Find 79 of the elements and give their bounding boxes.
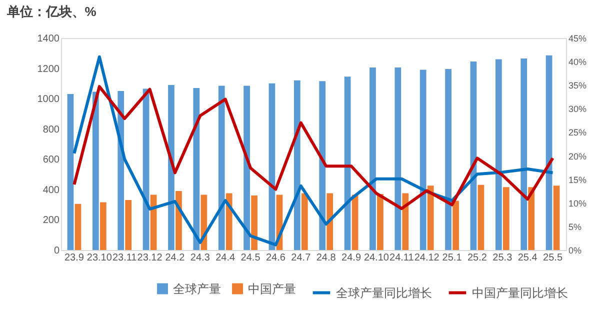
bar — [74, 204, 82, 250]
x-tick-label: 25.5 — [543, 252, 563, 264]
bar — [478, 184, 484, 250]
bar — [294, 80, 300, 250]
legend-label: 全球产量 — [173, 282, 221, 296]
y2-tick-label: 5% — [568, 222, 582, 232]
bar — [427, 186, 434, 250]
bar — [226, 193, 232, 250]
y-tick-label: 0 — [54, 246, 60, 256]
y-tick-label: 1400 — [37, 34, 60, 44]
y2-tick-label: 20% — [568, 151, 587, 162]
bar — [125, 200, 132, 250]
y-tick-label: 400 — [42, 184, 60, 196]
y2-tick-label: 25% — [568, 128, 587, 138]
bar — [495, 59, 502, 250]
x-tick-label: 24.6 — [266, 252, 286, 264]
y2-tick-label: 40% — [568, 57, 587, 68]
bar — [319, 81, 326, 250]
bar — [553, 186, 560, 250]
x-tick-label: 25.3 — [492, 252, 513, 264]
bar — [218, 86, 225, 250]
x-tick-label: 24.5 — [240, 252, 261, 264]
legend-label: 中国产量同比增长 — [472, 286, 568, 300]
bar — [502, 187, 510, 250]
x-tick-label: 25.2 — [467, 252, 488, 264]
bar — [452, 200, 459, 250]
bar — [168, 84, 174, 250]
bar — [402, 193, 409, 250]
y2-tick-label: 35% — [568, 80, 587, 91]
y2-tick-label: 30% — [568, 104, 587, 114]
bar — [100, 202, 106, 250]
y2-tick-label: 0% — [568, 246, 582, 256]
bar — [420, 70, 426, 250]
x-tick-label: 24.9 — [342, 252, 362, 264]
bar — [268, 83, 276, 250]
y2-tick-label: 10% — [568, 198, 587, 208]
x-tick-label: 24.11 — [390, 252, 414, 264]
bar — [377, 194, 384, 250]
line-series — [72, 85, 554, 210]
chart-title: 单位：亿块、% — [6, 4, 97, 19]
y2-tick-label: 15% — [568, 174, 587, 185]
x-tick-label: 23.9 — [64, 252, 84, 264]
y-tick-label: 1200 — [37, 64, 60, 75]
x-tick-label: 23.11 — [112, 252, 138, 264]
y-tick-label: 1000 — [37, 94, 60, 106]
bar — [251, 195, 258, 250]
x-tick-label: 24.10 — [364, 252, 390, 264]
x-tick-label: 24.3 — [190, 252, 210, 264]
x-tick-label: 24.4 — [216, 252, 236, 264]
y-tick-label: 600 — [42, 154, 60, 166]
x-tick-label: 25.1 — [442, 252, 462, 264]
bar — [520, 58, 528, 250]
bar — [92, 92, 99, 250]
x-tick-label: 24.2 — [165, 252, 186, 264]
legend-label: 全球产量同比增长 — [336, 286, 432, 300]
bar — [394, 68, 402, 250]
bar — [445, 69, 452, 250]
bar — [546, 55, 552, 250]
bar — [244, 86, 250, 250]
bar — [370, 68, 376, 250]
bar — [344, 76, 351, 250]
y-tick-label: 800 — [42, 124, 60, 136]
bar — [193, 88, 200, 250]
x-tick-label: 23.10 — [86, 252, 112, 264]
bar — [326, 193, 334, 250]
line-series — [72, 55, 554, 246]
y-tick-label: 200 — [42, 215, 60, 226]
legend-label: 中国产量 — [248, 282, 296, 296]
bar — [528, 187, 535, 250]
bar — [352, 194, 358, 250]
x-tick-label: 25.4 — [518, 252, 538, 264]
x-tick-label: 23.12 — [137, 252, 163, 264]
bar — [176, 190, 182, 250]
x-tick-label: 24.12 — [414, 252, 440, 264]
x-tick-label: 24.8 — [316, 252, 336, 264]
bar — [67, 94, 74, 250]
y2-tick-label: 45% — [568, 34, 587, 44]
x-tick-label: 24.7 — [291, 252, 312, 264]
bar — [301, 193, 308, 250]
